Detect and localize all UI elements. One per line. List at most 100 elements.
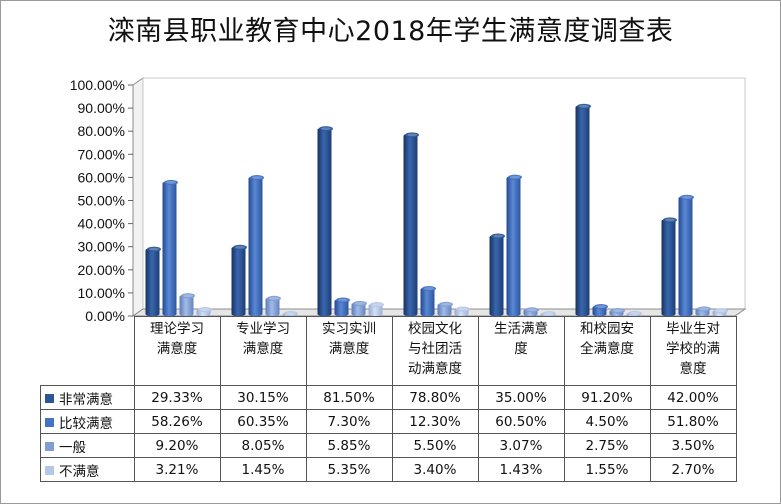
data-label: 4.50%: [563, 409, 651, 434]
data-label: 51.80%: [649, 409, 737, 434]
x-category-label: 实习实训满意度: [305, 316, 393, 386]
data-table-row: 比较满意 58.26% 60.35% 7.30% 12.30% 60.50% 4.50% 51…: [40, 409, 737, 434]
data-label: 78.80%: [391, 385, 479, 410]
chart-title: 滦南县职业教育中心2018年学生满意度调查表: [107, 16, 674, 47]
data-label: 91.20%: [563, 385, 651, 410]
bar: [437, 301, 453, 316]
data-label: 81.50%: [305, 385, 393, 410]
bar: [575, 103, 591, 316]
data-label: 60.35%: [219, 409, 307, 434]
x-category-text: 专业学习满意度: [236, 321, 290, 357]
x-category-label: 专业学习满意度: [219, 316, 307, 386]
x-category-label: 和校园安全满意度: [563, 316, 651, 386]
bar: [248, 174, 264, 316]
bar: [420, 285, 436, 316]
legend-label: 不满意: [59, 463, 100, 480]
data-label: 5.85%: [305, 433, 393, 458]
data-label: 1.55%: [563, 457, 651, 482]
legend-swatch: [45, 394, 54, 403]
data-label: 3.50%: [649, 433, 737, 458]
bar: [609, 308, 625, 316]
bar: [695, 306, 711, 316]
data-label: 7.30%: [305, 409, 393, 434]
side-wall: [132, 77, 144, 317]
legend-swatch: [45, 466, 54, 475]
y-tick-label: 20.00%: [78, 262, 125, 278]
data-label: 5.50%: [391, 433, 479, 458]
data-label: 42.00%: [649, 385, 737, 410]
bar: [489, 233, 505, 316]
data-table-corner: [40, 316, 135, 386]
x-category-text: 校园文化与社团活动满意度: [408, 321, 462, 377]
legend-entry: 不满意: [40, 457, 135, 482]
legend-swatch: [45, 418, 54, 427]
data-label: 3.07%: [477, 433, 565, 458]
y-tick-label: 60.00%: [78, 169, 125, 185]
y-tick-label: 10.00%: [78, 285, 125, 301]
bar: [351, 300, 367, 316]
x-category-label: 生活满意度: [477, 316, 565, 386]
bar: [145, 246, 161, 316]
data-label: 2.70%: [649, 457, 737, 482]
data-label: 8.05%: [219, 433, 307, 458]
x-category-label: 毕业生对学校的满意度: [649, 316, 737, 386]
data-table-header-row: 理论学习满意度 专业学习满意度 实习实训满意度 校园文化与社团活动满意度 生活满意度 和校…: [40, 316, 737, 386]
data-label: 60.50%: [477, 409, 565, 434]
data-table-row: 不满意 3.21% 1.45% 5.35% 3.40% 1.43% 1.55% 2.70%: [40, 457, 737, 482]
y-tick-label: 80.00%: [78, 123, 125, 139]
data-label: 2.75%: [563, 433, 651, 458]
bar: [506, 174, 522, 316]
data-label: 9.20%: [133, 433, 221, 458]
bar: [403, 132, 419, 316]
legend-entry: 一般: [40, 433, 135, 458]
bar: [712, 308, 728, 316]
bar: [454, 306, 470, 316]
data-label: 35.00%: [477, 385, 565, 410]
data-label: 1.43%: [477, 457, 565, 482]
y-axis: 0.00%10.00%20.00%30.00%40.00%50.00%60.00…: [70, 77, 133, 324]
x-category-text: 毕业生对学校的满意度: [666, 321, 720, 377]
data-label: 30.15%: [219, 385, 307, 410]
legend-entry: 非常满意: [40, 385, 135, 410]
bar: [317, 126, 333, 316]
bar: [368, 302, 384, 316]
x-category-label: 校园文化与社团活动满意度: [391, 316, 479, 386]
y-tick-label: 90.00%: [78, 100, 125, 116]
bar: [523, 307, 539, 316]
x-category-text: 理论学习满意度: [150, 321, 204, 357]
x-category-text: 和校园安全满意度: [580, 321, 634, 357]
plot-walls: [131, 77, 747, 317]
bar: [179, 293, 195, 316]
data-label: 3.21%: [133, 457, 221, 482]
bar: [282, 311, 298, 317]
y-tick-label: 100.00%: [70, 77, 125, 93]
y-tick-label: 50.00%: [78, 193, 125, 209]
bar: [334, 297, 350, 316]
data-label: 58.26%: [133, 409, 221, 434]
bar: [196, 306, 212, 316]
bar: [162, 179, 178, 316]
data-label: 1.45%: [219, 457, 307, 482]
bar: [592, 304, 608, 316]
y-tick-label: 40.00%: [78, 216, 125, 232]
legend-label: 非常满意: [59, 391, 113, 408]
bar: [661, 217, 677, 316]
data-table-row: 非常满意 29.33% 30.15% 81.50% 78.80% 35.00% 91.20%…: [40, 385, 737, 410]
data-label: 5.35%: [305, 457, 393, 482]
bar: [540, 311, 556, 317]
data-table-row: 一般 9.20% 8.05% 5.85% 5.50% 3.07% 2.75% 3.50%: [40, 433, 737, 458]
legend-label: 一般: [59, 439, 86, 456]
bar: [678, 194, 694, 316]
bar: [265, 295, 281, 316]
bar: [626, 310, 642, 317]
x-category-label: 理论学习满意度: [133, 316, 221, 386]
legend-entry: 比较满意: [40, 409, 135, 434]
data-label: 12.30%: [391, 409, 479, 434]
bar-series-group: [145, 103, 728, 317]
x-category-text: 实习实训满意度: [322, 321, 376, 357]
x-category-text: 生活满意度: [494, 321, 548, 357]
data-label: 3.40%: [391, 457, 479, 482]
y-tick-label: 30.00%: [78, 239, 125, 255]
legend-label: 比较满意: [59, 415, 113, 432]
